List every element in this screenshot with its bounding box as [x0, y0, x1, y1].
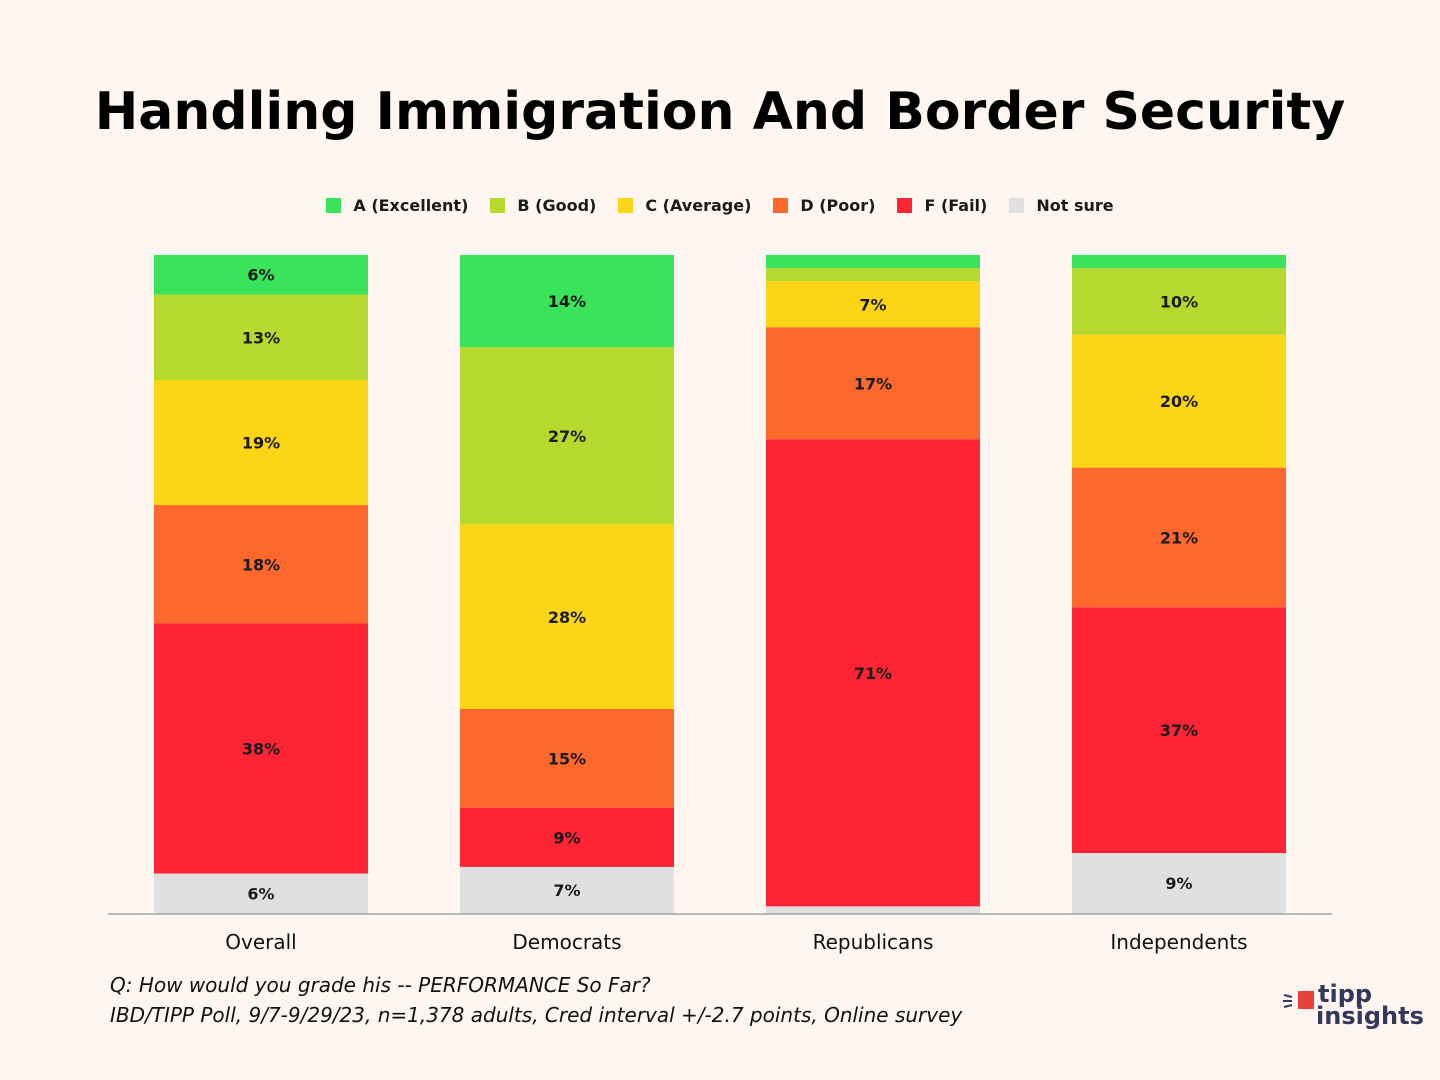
- data-label: 9%: [553, 828, 580, 847]
- data-label: 28%: [548, 608, 586, 627]
- legend-item: B (Good): [490, 196, 596, 215]
- bar-segment: [460, 524, 674, 710]
- legend-swatch: [618, 198, 634, 213]
- legend-swatch: [490, 198, 506, 213]
- bar-segment: [766, 327, 980, 440]
- data-label: 38%: [242, 740, 280, 759]
- bar-segment: [154, 873, 368, 913]
- bar-segment: [1072, 853, 1286, 913]
- data-label: 13%: [242, 328, 280, 347]
- bar-segment: [460, 807, 674, 867]
- bar-segment: [1072, 268, 1286, 335]
- bar-segment: [460, 347, 674, 525]
- data-label: 71%: [854, 664, 892, 683]
- legend-item: F (Fail): [897, 196, 987, 215]
- megaphone-icon: [1283, 991, 1314, 1009]
- category-label: Republicans: [813, 930, 934, 954]
- data-label: 10%: [1160, 293, 1198, 312]
- data-label: 6%: [247, 884, 274, 903]
- data-label: 9%: [1165, 874, 1192, 893]
- logo-line1: tipp: [1318, 980, 1373, 1008]
- data-label: 27%: [548, 427, 586, 446]
- data-label: 20%: [1160, 392, 1198, 411]
- data-label: 7%: [553, 881, 580, 900]
- bar-segment: [766, 906, 980, 913]
- chart-title: Handling Immigration And Border Security: [94, 82, 1346, 142]
- category-label: Independents: [1110, 930, 1247, 954]
- bar-segment: [766, 439, 980, 907]
- legend-label: B (Good): [517, 196, 597, 215]
- data-label: 7%: [859, 295, 886, 314]
- footer-note: Q: How would you grade his -- PERFORMANC…: [110, 970, 962, 1030]
- category-label: Overall: [225, 930, 296, 954]
- bar-segment: [1072, 467, 1286, 608]
- legend: A (Excellent) B (Good) C (Average) D (Poor)…: [0, 196, 1440, 215]
- legend-item: D (Poor): [773, 196, 875, 215]
- data-label: 18%: [242, 555, 280, 574]
- bar-segment: [766, 268, 980, 282]
- bar-segment: [766, 255, 980, 269]
- legend-swatch: [773, 198, 789, 213]
- data-label: 17%: [854, 374, 892, 393]
- legend-item: A (Excellent): [326, 196, 468, 215]
- data-label: 6%: [247, 266, 274, 285]
- legend-label: Not sure: [1036, 196, 1114, 215]
- bar-segment: [1072, 255, 1286, 269]
- bar-segment: [460, 866, 674, 913]
- legend-label: A (Excellent): [353, 196, 469, 215]
- bar-segment: [460, 709, 674, 808]
- bar-segment: [154, 294, 368, 381]
- legend-label: D (Poor): [800, 196, 876, 215]
- tipp-insights-logo: tipp insights: [1280, 980, 1430, 1035]
- legend-swatch: [326, 198, 342, 213]
- data-label: 14%: [548, 292, 586, 311]
- legend-item: C (Average): [618, 196, 751, 215]
- bar-segment: [1072, 607, 1286, 854]
- data-label: 21%: [1160, 528, 1198, 547]
- legend-label: F (Fail): [924, 196, 988, 215]
- survey-question: Q: How would you grade his -- PERFORMANC…: [110, 973, 651, 997]
- legend-swatch: [897, 198, 913, 213]
- bar-segment: [154, 380, 368, 506]
- logo-line2: insights: [1316, 1002, 1424, 1030]
- bar-segment: [154, 623, 368, 874]
- legend-item: Not sure: [1009, 196, 1114, 215]
- survey-source: IBD/TIPP Poll, 9/7-9/29/23, n=1,378 adul…: [110, 1003, 963, 1027]
- bar-segment: [154, 505, 368, 624]
- bar-segment: [460, 255, 674, 348]
- data-label: 37%: [1160, 721, 1198, 740]
- category-label: Democrats: [512, 930, 621, 954]
- bar-segment: [766, 281, 980, 328]
- bar-segment: [154, 255, 368, 295]
- legend-label: C (Average): [645, 196, 752, 215]
- legend-swatch: [1009, 198, 1025, 213]
- data-label: 15%: [548, 749, 586, 768]
- bar-segment: [1072, 334, 1286, 468]
- data-label: 19%: [242, 434, 280, 453]
